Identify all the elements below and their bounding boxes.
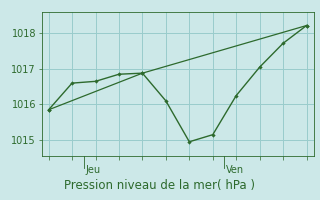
Text: Pression niveau de la mer( hPa ): Pression niveau de la mer( hPa ): [65, 179, 255, 192]
Text: Jeu: Jeu: [85, 165, 100, 175]
Text: Ven: Ven: [226, 165, 244, 175]
